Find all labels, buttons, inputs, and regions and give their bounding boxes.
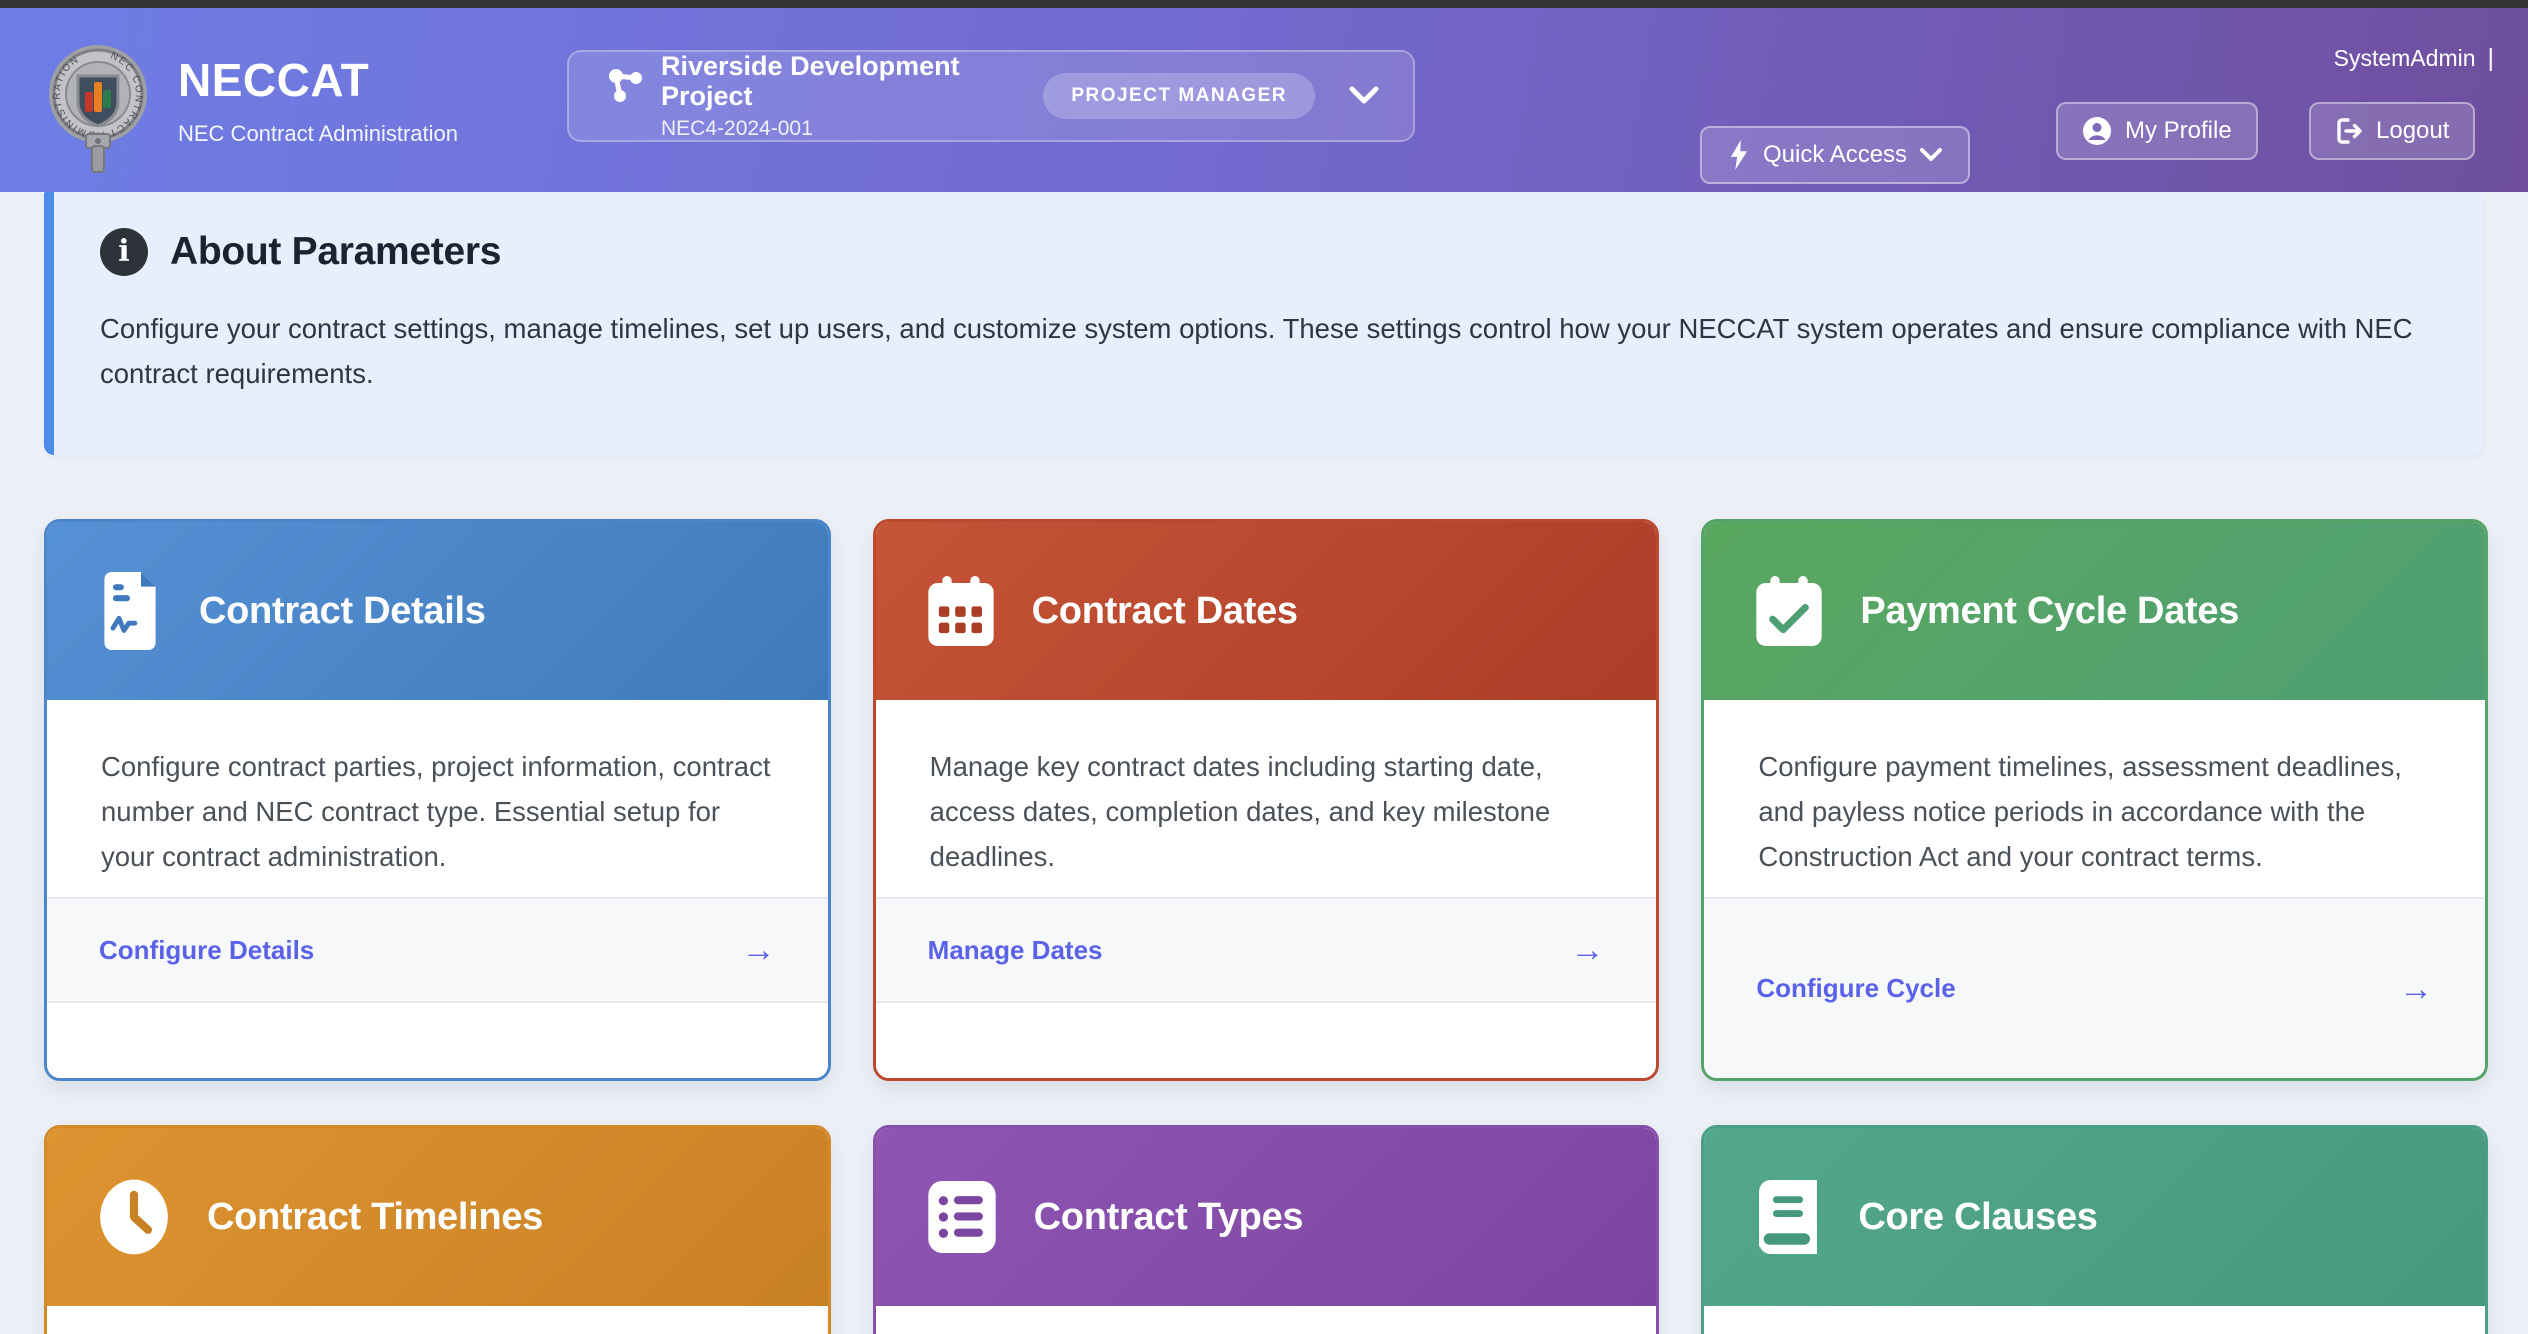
card-title: Contract Dates: [1031, 589, 1298, 632]
card-header: Core Clauses: [1704, 1128, 2485, 1306]
window-top-strip: [0, 0, 2528, 8]
arrow-right-icon: →: [1570, 931, 1605, 969]
quick-access-button[interactable]: Quick Access: [1700, 126, 1971, 184]
card-footer-link[interactable]: Configure Cycle →: [1704, 897, 2485, 1078]
card-link-label[interactable]: Manage Dates: [927, 934, 1103, 965]
user-name: SystemAdmin: [2333, 45, 2476, 71]
my-profile-button[interactable]: My Profile: [2056, 102, 2258, 160]
card-body: [876, 1306, 1657, 1334]
role-badge: PROJECT MANAGER: [1043, 73, 1315, 119]
brand: NEC CONTRACT ADMINISTRATION NECCAT NEC C…: [46, 8, 458, 192]
info-icon: i: [100, 228, 148, 276]
card-contract-types[interactable]: Contract Types: [872, 1125, 1660, 1334]
card-bottom-spacer: [875, 1003, 1657, 1078]
card-header: Contract Timelines: [47, 1128, 828, 1306]
card-header: Contract Dates: [875, 522, 1657, 700]
card-header: Contract Details: [47, 522, 828, 700]
user-separator: |: [2487, 44, 2495, 72]
card-description: Configure contract parties, project info…: [101, 751, 771, 872]
logout-label: Logout: [2376, 117, 2450, 144]
card-header: Contract Types: [875, 1128, 1657, 1306]
app-title: NECCAT: [178, 54, 370, 106]
card-core-clauses[interactable]: Core Clauses: [1701, 1125, 2488, 1334]
card-contract-dates[interactable]: Contract Dates Manage key contract dates…: [872, 519, 1660, 1081]
about-title-row: i About Parameters: [100, 228, 2423, 276]
card-link-label[interactable]: Configure Cycle: [1756, 973, 1956, 1003]
project-text: Riverside Development Project NEC4-2024-…: [661, 51, 1043, 141]
arrow-right-icon: →: [2399, 969, 2433, 1008]
logout-button[interactable]: Logout: [2309, 102, 2476, 160]
card-contract-details[interactable]: Contract Details Configure contract part…: [44, 519, 831, 1081]
user-circle-icon: [2083, 117, 2111, 145]
arrow-right-icon: →: [741, 931, 776, 969]
calendar-check-icon: [1756, 576, 1822, 646]
app-subtitle: NEC Contract Administration: [178, 121, 458, 146]
project-name: Riverside Development Project: [661, 51, 960, 111]
card-bottom-spacer: [47, 1003, 828, 1078]
parameters-card-grid: Contract Details Configure contract part…: [44, 519, 2488, 1334]
card-body: [1704, 1306, 2485, 1334]
clock-icon: [99, 1178, 169, 1256]
app-header: NEC CONTRACT ADMINISTRATION NECCAT NEC C…: [0, 8, 2528, 192]
logged-in-user: SystemAdmin |: [2334, 44, 2494, 73]
neccat-logo: NEC CONTRACT ADMINISTRATION: [49, 45, 147, 173]
my-profile-label: My Profile: [2125, 117, 2232, 144]
project-code: NEC4-2024-001: [661, 117, 813, 140]
about-description: Configure your contract settings, manage…: [100, 313, 2413, 389]
card-description: Configure payment timelines, assessment …: [1758, 751, 2402, 872]
card-title: Contract Timelines: [207, 1195, 543, 1238]
card-title: Contract Details: [199, 589, 486, 632]
card-payment-cycle-dates[interactable]: Payment Cycle Dates Configure payment ti…: [1701, 519, 2488, 1081]
about-title: About Parameters: [170, 230, 502, 273]
card-footer-link[interactable]: Manage Dates →: [875, 897, 1657, 1003]
chevron-down-icon: [1349, 86, 1379, 104]
about-parameters-panel: i About Parameters Configure your contra…: [44, 192, 2483, 455]
project-selector[interactable]: Riverside Development Project NEC4-2024-…: [567, 50, 1415, 142]
card-title: Payment Cycle Dates: [1860, 589, 2240, 632]
lightning-bolt-icon: [1730, 140, 1748, 170]
logout-icon: [2337, 118, 2362, 144]
card-footer-link[interactable]: Configure Details →: [47, 897, 828, 1003]
book-icon: [1756, 1180, 1820, 1254]
quick-access-label: Quick Access: [1763, 141, 1908, 168]
card-contract-timelines[interactable]: Contract Timelines: [44, 1125, 831, 1334]
card-body: [47, 1306, 828, 1334]
card-title: Core Clauses: [1858, 1195, 2098, 1238]
card-description: Manage key contract dates including star…: [929, 751, 1551, 872]
card-title: Contract Types: [1033, 1195, 1304, 1238]
card-link-label[interactable]: Configure Details: [99, 934, 315, 965]
brand-text: NECCAT NEC Contract Administration: [178, 53, 458, 147]
card-header: Payment Cycle Dates: [1704, 522, 2485, 700]
file-contract-icon: [99, 572, 161, 650]
calendar-icon: [927, 576, 994, 646]
list-icon: [927, 1181, 996, 1253]
project-sitemap-icon: [609, 69, 642, 102]
chevron-down-icon: [1920, 148, 1943, 161]
